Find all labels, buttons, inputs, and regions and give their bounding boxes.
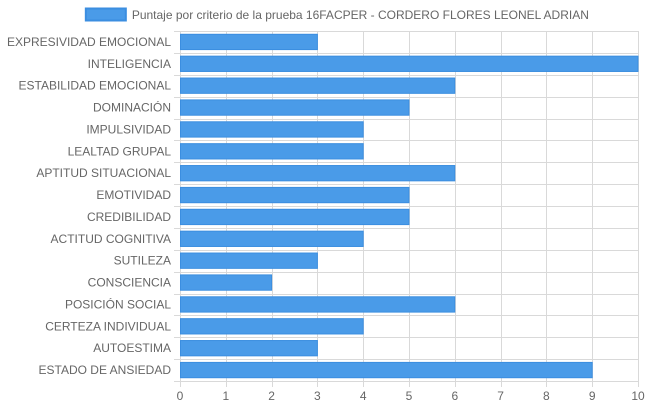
category-label: IMPULSIVIDAD [86,122,171,136]
bar-15 [180,340,318,357]
x-tick-label: 0 [177,389,184,403]
category-label: AUTOESTIMA [93,341,171,355]
bar-5 [180,121,364,138]
bar-2 [180,55,639,72]
bar-7 [180,165,456,182]
bar-12 [180,274,273,291]
x-tick-label: 4 [360,389,367,403]
bar-10 [180,230,364,247]
bar-1 [180,33,318,51]
legend-swatch[interactable] [84,7,127,22]
legend-label[interactable]: Puntaje por criterio de la prueba 16FACP… [132,8,589,22]
x-tick-label: 10 [631,389,645,403]
x-tick-label: 7 [497,389,504,403]
bar-16 [180,361,593,379]
category-label: ESTADO DE ANSIEDAD [39,363,172,377]
category-label: POSICIÓN SOCIAL [65,296,171,311]
category-label: ACTITUD COGNITIVA [51,232,171,246]
x-tick-label: 6 [451,389,458,403]
bar-13 [180,296,456,313]
category-label: SUTILEZA [114,254,171,268]
bar-14 [180,318,364,335]
bar-9 [180,208,410,226]
bar-11 [180,252,318,269]
category-label: LEALTAD GRUPAL [68,144,172,158]
category-label: EXPRESIVIDAD EMOCIONAL [7,35,171,49]
x-tick-label: 5 [406,389,413,403]
category-label: CREDIBILIDAD [87,210,171,224]
x-tick-label: 3 [314,389,321,403]
x-tick-label: 2 [268,389,275,403]
category-label: INTELIGENCIA [88,57,171,71]
bar-6 [180,143,364,160]
bar-8 [180,186,410,204]
category-label: ESTABILIDAD EMOCIONAL [19,79,172,93]
bar-3 [180,77,456,94]
category-label: DOMINACIÓN [93,100,171,115]
category-label: APTITUD SITUACIONAL [36,166,171,180]
category-label: EMOTIVIDAD [96,188,171,202]
category-label: CERTEZA INDIVIDUAL [45,319,171,333]
x-tick-label: 1 [222,389,229,403]
x-tick-label: 9 [589,389,596,403]
category-label: CONSCIENCIA [88,276,171,290]
x-tick-label: 8 [543,389,550,403]
bar-4 [180,99,410,116]
